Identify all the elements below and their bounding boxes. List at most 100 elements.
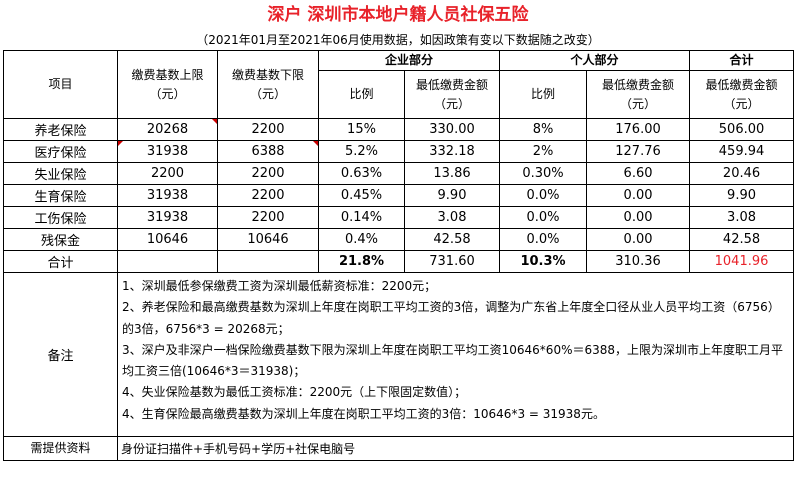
- table-row: 生育保险 31938 2200 0.45% 9.90 0.0% 0.00 9.9…: [3, 184, 795, 207]
- row-company-amount: 332.18: [403, 140, 501, 163]
- sum-personal-amount: 310.36: [586, 250, 691, 273]
- note-line: 2、养老保险和最高缴费基数为深圳上年度在岗职工平均工资的3倍，调整为广东省上年度…: [122, 300, 780, 336]
- row-lower: 2200: [217, 206, 319, 229]
- row-company-ratio: 15%: [318, 118, 405, 141]
- header-lower-line1: 缴费基数下限: [231, 67, 304, 82]
- header-personal-ratio: 比例: [499, 70, 588, 119]
- row-company-amount: 13.86: [403, 162, 501, 185]
- row-upper: 31938: [117, 184, 218, 207]
- note-line: 1、深圳最低参保缴费工资为深圳最低薪资标准：2200元；: [122, 279, 437, 293]
- row-upper: 2200: [117, 162, 218, 185]
- row-total: 9.90: [689, 184, 795, 207]
- table-row: 养老保险 20268 2200 15% 330.00 8% 176.00 506…: [3, 118, 795, 141]
- sum-company-ratio: 21.8%: [318, 250, 405, 273]
- header-amount-line2: （元）: [723, 96, 760, 111]
- sum-upper-empty: [117, 250, 218, 273]
- row-lower: 2200: [217, 118, 319, 141]
- row-company-ratio: 5.2%: [318, 140, 405, 163]
- sum-total: 1041.96: [689, 250, 795, 273]
- row-company-amount: 9.90: [403, 184, 501, 207]
- row-lower: 6388: [217, 140, 319, 163]
- row-name: 工伤保险: [3, 206, 118, 229]
- header-upper-line2: （元）: [149, 86, 186, 101]
- row-total: 20.46: [689, 162, 795, 185]
- header-company-ratio: 比例: [318, 70, 405, 119]
- row-name: 残保金: [3, 228, 118, 251]
- row-name: 生育保险: [3, 184, 118, 207]
- header-amount-line2: （元）: [620, 96, 657, 111]
- table-row: 医疗保险 31938 6388 5.2% 332.18 2% 127.76 45…: [3, 140, 795, 163]
- materials-row: 需提供资料 身份证扫描件+手机号码+学历+社保电脑号: [3, 436, 795, 461]
- sum-lower-empty: [217, 250, 319, 273]
- header-amount-line1: 最低缴费金额: [705, 77, 778, 92]
- page-title: 深户 深圳市本地户籍人员社保五险: [267, 5, 529, 25]
- row-lower: 2200: [217, 184, 319, 207]
- header-lower-limit: 缴费基数下限 （元）: [217, 50, 319, 119]
- row-company-ratio: 0.4%: [318, 228, 405, 251]
- row-lower: 2200: [217, 162, 319, 185]
- row-company-amount: 3.08: [403, 206, 501, 229]
- row-personal-ratio: 2%: [499, 140, 588, 163]
- table-row: 残保金 10646 10646 0.4% 42.58 0.0% 0.00 42.…: [3, 228, 795, 251]
- notes-label: 备注: [3, 272, 118, 437]
- row-company-ratio: 0.63%: [318, 162, 405, 185]
- note-line: 4、生育保险最高缴费基数为深圳上年度在岗职工平均工资的3倍：10646*3 = …: [122, 406, 605, 421]
- comment-mark-icon: [313, 141, 318, 146]
- row-upper: 20268: [117, 118, 218, 141]
- header-total-amount: 最低缴费金额 （元）: [689, 70, 795, 119]
- row-company-ratio: 0.14%: [318, 206, 405, 229]
- header-lower-line2: （元）: [249, 86, 286, 101]
- sum-row: 合计 21.8% 731.60 10.3% 310.36 1041.96: [3, 250, 795, 273]
- row-personal-amount: 0.00: [586, 206, 691, 229]
- row-total: 3.08: [689, 206, 795, 229]
- row-personal-ratio: 0.0%: [499, 206, 588, 229]
- row-personal-ratio: 0.30%: [499, 162, 588, 185]
- sum-company-amount: 731.60: [403, 250, 501, 273]
- row-personal-ratio: 0.0%: [499, 228, 588, 251]
- table-row: 失业保险 2200 2200 0.63% 13.86 0.30% 6.60 20…: [3, 162, 795, 185]
- row-personal-amount: 6.60: [586, 162, 691, 185]
- header-upper-limit: 缴费基数上限 （元）: [117, 50, 218, 119]
- row-name: 养老保险: [3, 118, 118, 141]
- comment-mark-icon: [118, 141, 123, 146]
- header-amount-line1: 最低缴费金额: [602, 77, 675, 92]
- comment-mark-icon: [212, 119, 217, 124]
- row-lower: 10646: [217, 228, 319, 251]
- materials-label: 需提供资料: [3, 436, 118, 461]
- row-company-ratio: 0.45%: [318, 184, 405, 207]
- notes-content: 1、深圳最低参保缴费工资为深圳最低薪资标准：2200元； 2、养老保险和最高缴费…: [116, 272, 795, 437]
- row-name: 医疗保险: [3, 140, 118, 163]
- sum-name: 合计: [3, 250, 118, 273]
- row-upper: 31938: [117, 140, 218, 163]
- row-upper: 31938: [117, 206, 218, 229]
- note-line: 4、失业保险基数为最低工资标准：2200元（上下限固定数值）；: [122, 385, 467, 400]
- header-upper-line1: 缴费基数上限: [131, 67, 204, 82]
- row-total: 42.58: [689, 228, 795, 251]
- header-company-amount: 最低缴费金额 （元）: [403, 70, 501, 119]
- note-line: 3、深户及非深户一档保险缴费基数下限为深圳上年度在岗职工平均工资10646*60…: [122, 342, 784, 379]
- row-upper: 10646: [117, 228, 218, 251]
- row-total: 506.00: [689, 118, 795, 141]
- row-personal-amount: 0.00: [586, 184, 691, 207]
- notes-row: 备注 1、深圳最低参保缴费工资为深圳最低薪资标准：2200元； 2、养老保险和最…: [3, 272, 795, 437]
- header-personal: 个人部分: [499, 50, 691, 71]
- row-personal-amount: 127.76: [586, 140, 691, 163]
- header-amount-line1: 最低缴费金额: [416, 77, 489, 92]
- row-total: 459.94: [689, 140, 795, 163]
- row-personal-amount: 176.00: [586, 118, 691, 141]
- header-company: 企业部分: [317, 50, 501, 71]
- sum-personal-ratio: 10.3%: [499, 250, 588, 273]
- header-amount-line2: （元）: [434, 96, 471, 111]
- row-name: 失业保险: [3, 162, 118, 185]
- row-personal-ratio: 8%: [499, 118, 588, 141]
- row-personal-amount: 0.00: [586, 228, 691, 251]
- header-total: 合计: [689, 50, 795, 71]
- row-company-amount: 42.58: [403, 228, 501, 251]
- header-item: 项目: [3, 50, 118, 119]
- insurance-table: 项目 缴费基数上限 （元） 缴费基数下限 （元） 企业部分 个人部分 合计 比例…: [3, 50, 795, 461]
- row-personal-ratio: 0.0%: [499, 184, 588, 207]
- table-row: 工伤保险 31938 2200 0.14% 3.08 0.0% 0.00 3.0…: [3, 206, 795, 229]
- header-personal-amount: 最低缴费金额 （元）: [586, 70, 691, 119]
- page-subtitle: （2021年01月至2021年06月使用数据，如因政策有变以下数据随之改变）: [196, 33, 600, 47]
- row-company-amount: 330.00: [403, 118, 501, 141]
